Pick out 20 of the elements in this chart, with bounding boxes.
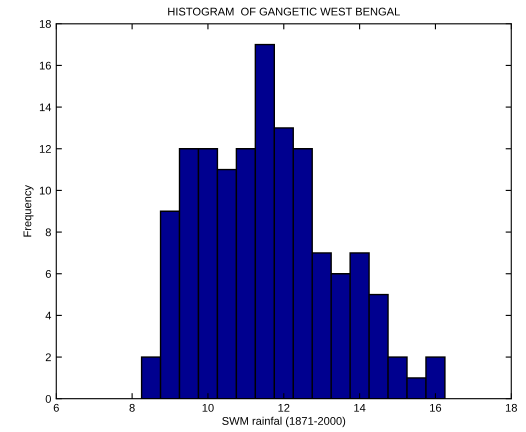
x-tick-label: 14 [354,404,366,412]
y-tick-label: 16 [40,62,51,70]
x-tick-label: 16 [430,404,442,412]
y-tick-label: 10 [40,186,51,195]
y-tick-label: 14 [40,103,52,112]
y-tick-label: 2 [46,353,51,362]
x-tick-label: 6 [54,404,59,412]
y-tick-label: 12 [40,145,51,153]
y-tick-label: 4 [45,312,52,320]
x-axis-title: SWM rainfal (1871-2000) [222,416,346,428]
x-tick-label: 8 [130,404,135,412]
x-tick-label: 10 [202,404,214,412]
y-axis-title: Frequency [24,185,34,237]
y-tick-label: 8 [46,228,51,236]
y-tick-label: 0 [46,395,51,403]
y-tick-label: 6 [46,270,51,278]
chart-title: HISTOGRAM OF GANGETIC WEST BENGAL [168,8,400,16]
x-tick-label: 18 [506,404,517,412]
y-tick-label: 18 [40,20,51,28]
x-tick-label: 12 [278,404,290,412]
